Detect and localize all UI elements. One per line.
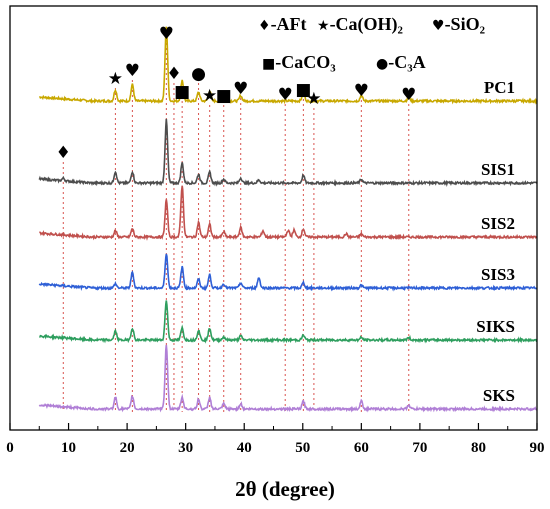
series-line-sis1 bbox=[38, 118, 538, 187]
phase-marker: ♥ bbox=[354, 81, 369, 101]
series-label-sks: SKS bbox=[483, 386, 515, 405]
phase-marker: ♥ bbox=[159, 24, 174, 44]
series-line-siks bbox=[39, 300, 538, 344]
phase-marker: ● bbox=[191, 64, 206, 84]
phase-marker: ♦ bbox=[56, 143, 71, 163]
legend-entry: ★-Ca(OH)₂ bbox=[317, 14, 403, 35]
series-label-siks: SIKS bbox=[476, 317, 515, 336]
reference-lines bbox=[62, 43, 410, 412]
series-line-sis2 bbox=[39, 185, 538, 241]
legend-entry: ♥-SiO₂ bbox=[432, 14, 485, 34]
legend-entry: ■-CaCO₃ bbox=[262, 52, 336, 72]
series-line-sks bbox=[38, 344, 537, 413]
x-tick-label: 10 bbox=[61, 440, 76, 456]
x-tick-label: 60 bbox=[354, 440, 369, 456]
phase-marker: ■ bbox=[216, 86, 232, 106]
x-tick-label: 70 bbox=[412, 440, 427, 456]
legend-entry: ●-C₃A bbox=[376, 52, 426, 72]
series-label-pc1: PC1 bbox=[484, 78, 515, 97]
series-label-sis1: SIS1 bbox=[481, 160, 515, 179]
series-label-sis3: SIS3 bbox=[481, 265, 515, 284]
phase-marker: ♥ bbox=[278, 85, 293, 105]
x-tick-label: 30 bbox=[178, 440, 193, 456]
series-label-sis2: SIS2 bbox=[481, 214, 515, 233]
x-tick-label: 20 bbox=[120, 440, 135, 456]
phase-marker: ■ bbox=[295, 80, 311, 100]
x-tick-label: 0 bbox=[6, 440, 14, 456]
phase-marker: ★ bbox=[306, 89, 321, 109]
phase-marker: ♥ bbox=[233, 79, 248, 99]
phase-marker: ★ bbox=[108, 69, 123, 89]
x-axis-label: 2θ (degree) bbox=[235, 477, 335, 501]
series-line-sis3 bbox=[38, 253, 538, 292]
series-layer: PC1 SIS1 SIS2 SIS3 SIKS SKS bbox=[38, 26, 538, 413]
x-tick-label: 50 bbox=[295, 440, 310, 456]
series-line-pc1 bbox=[39, 26, 538, 105]
legend-entry: ♦-AFt bbox=[258, 14, 307, 34]
phase-markers: ♦★ ♥♥♦■●★■ ♥ ♥ ■★ ♥ ♥ bbox=[56, 24, 417, 163]
x-axis: 0 10 20 30 40 50 60 70 80 90 bbox=[6, 423, 545, 456]
x-tick-label: 40 bbox=[237, 440, 252, 456]
phase-marker: ♥ bbox=[401, 85, 416, 105]
x-tick-label: 80 bbox=[471, 440, 486, 456]
phase-marker: ★ bbox=[202, 86, 217, 106]
legend: ♦-AFt ★-Ca(OH)₂ ♥-SiO₂ ■-CaCO₃ ●-C₃A bbox=[258, 14, 485, 72]
phase-marker: ■ bbox=[174, 82, 190, 102]
x-tick-label: 90 bbox=[530, 440, 545, 456]
phase-marker: ♥ bbox=[125, 61, 140, 81]
phase-marker: ♦ bbox=[166, 64, 181, 84]
